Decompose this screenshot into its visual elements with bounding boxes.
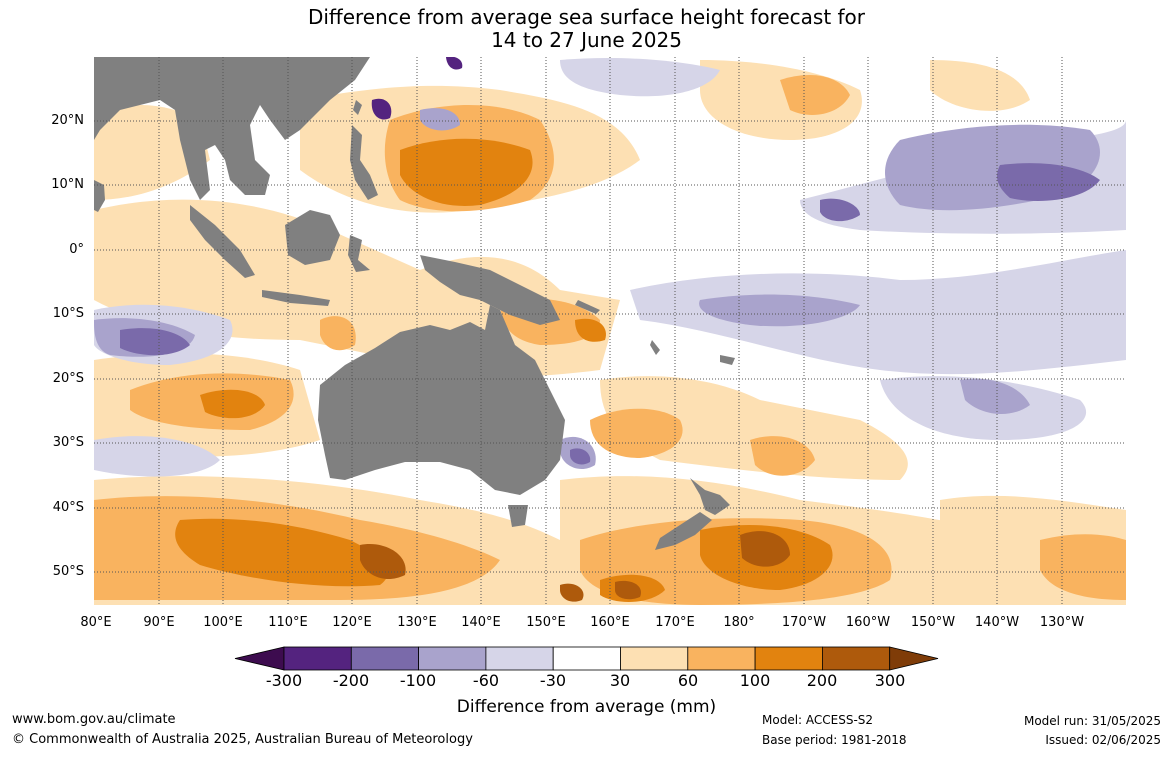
australia xyxy=(318,305,565,495)
lat-label: 0° xyxy=(69,242,84,257)
lon-label: 120°E xyxy=(332,615,372,630)
lon-label: 130°E xyxy=(397,615,437,630)
colorbar-tick: 60 xyxy=(677,671,699,690)
new-zealand-south xyxy=(655,512,712,550)
positive-anomaly-100-200 xyxy=(175,138,833,602)
colorbar-tick: -100 xyxy=(399,671,437,690)
negative-anomaly-100-200 xyxy=(120,163,1100,465)
graticule xyxy=(94,57,1126,605)
lon-label: 140°E xyxy=(461,615,501,630)
lon-label: 160°E xyxy=(590,615,630,630)
borneo xyxy=(285,210,340,265)
sea-surface-height-map xyxy=(94,57,1126,605)
colorbar-swatch xyxy=(485,646,554,671)
colorbar-label: Difference from average (mm) xyxy=(456,697,717,717)
lat-label: 20°S xyxy=(52,371,84,386)
lon-label: 150°W xyxy=(910,615,956,630)
model-run-date: Model run: 31/05/2025 xyxy=(1023,714,1161,728)
colorbar-tick: -60 xyxy=(472,671,500,690)
colorbar-swatch xyxy=(822,646,891,671)
lon-label: 130°W xyxy=(1039,615,1085,630)
colorbar-swatch xyxy=(552,646,621,671)
lat-label: 10°S xyxy=(52,306,84,321)
sumatra xyxy=(190,205,255,278)
fiji-islands xyxy=(720,355,735,365)
colorbar-swatch xyxy=(687,646,756,671)
colorbar-tick: 300 xyxy=(874,671,906,690)
negative-anomaly-200-300 xyxy=(371,57,463,120)
colorbar-swatch xyxy=(754,646,823,671)
lat-label: 40°S xyxy=(52,500,84,515)
colorbar-tick: 30 xyxy=(609,671,631,690)
colorbar-swatch xyxy=(283,646,352,671)
india-tip xyxy=(94,180,105,212)
new-zealand-north xyxy=(690,478,730,515)
website-link[interactable]: www.bom.gov.au/climate xyxy=(12,712,176,727)
colorbar-tick: -300 xyxy=(265,671,303,690)
colorbar-swatch xyxy=(418,646,487,671)
tasmania xyxy=(508,505,528,527)
solomon-islands xyxy=(575,300,600,314)
sulawesi xyxy=(348,235,370,272)
java xyxy=(262,290,330,306)
lat-label: 30°S xyxy=(52,435,84,450)
colorbar-tick: -200 xyxy=(332,671,370,690)
colorbar-tick: 200 xyxy=(806,671,838,690)
lon-label: 100°E xyxy=(203,615,243,630)
lat-label: 50°S xyxy=(52,564,84,579)
asia-mainland xyxy=(94,57,370,200)
base-period: Base period: 1981-2018 xyxy=(762,733,907,747)
copyright-notice: © Commonwealth of Australia 2025, Austra… xyxy=(12,732,473,747)
lon-label: 170°W xyxy=(781,615,827,630)
colorbar-arrow-high xyxy=(889,646,939,671)
lat-label: 10°N xyxy=(51,177,84,192)
new-guinea xyxy=(420,255,560,325)
positive-anomaly-200-300 xyxy=(360,531,790,602)
lon-label: 140°W xyxy=(974,615,1020,630)
vanuatu-islands xyxy=(650,340,660,355)
lon-label: 150°E xyxy=(526,615,566,630)
lon-label: 160°W xyxy=(845,615,891,630)
colorbar-swatch xyxy=(620,646,689,671)
lon-label: 170°E xyxy=(655,615,695,630)
land-masses xyxy=(94,57,735,550)
map-title-line-2: 14 to 27 June 2025 xyxy=(491,28,682,52)
lon-label: 80°E xyxy=(80,615,112,630)
colorbar-swatch xyxy=(350,646,419,671)
lat-label: 20°N xyxy=(51,113,84,128)
colorbar-arrow-low xyxy=(234,646,285,671)
colorbar-tick: 100 xyxy=(739,671,771,690)
colorbar-tick: -30 xyxy=(539,671,567,690)
model-info: Model: ACCESS-S2 xyxy=(762,713,874,727)
colorbar-swatches xyxy=(234,646,939,671)
lon-label: 90°E xyxy=(143,615,175,630)
philippines xyxy=(350,125,378,200)
lon-label: 110°E xyxy=(268,615,308,630)
taiwan xyxy=(353,100,362,115)
lon-label: 180° xyxy=(723,615,755,630)
issued-date: Issued: 02/06/2025 xyxy=(1045,733,1161,747)
map-title-line-1: Difference from average sea surface heig… xyxy=(307,5,866,29)
